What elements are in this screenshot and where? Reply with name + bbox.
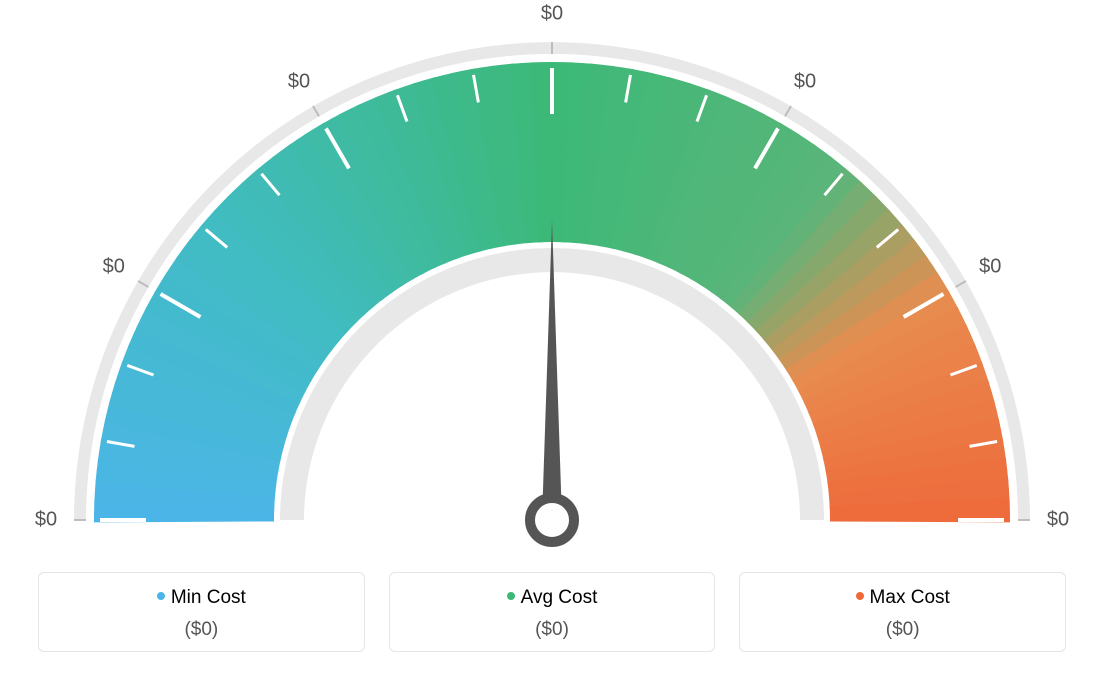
legend-dot-min: [157, 592, 165, 600]
gauge-tick-label: $0: [541, 3, 563, 26]
legend-title-min: Min Cost: [39, 587, 364, 609]
legend-card-avg: Avg Cost ($0): [389, 572, 716, 652]
legend-title-max: Max Cost: [740, 587, 1065, 609]
legend-label-avg: Avg Cost: [521, 587, 598, 608]
gauge-tick-label: $0: [794, 70, 816, 93]
gauge-svg: [0, 0, 1104, 560]
legend-row: Min Cost ($0) Avg Cost ($0) Max Cost ($0…: [38, 572, 1066, 652]
legend-dot-max: [856, 592, 864, 600]
gauge-tick-label: $0: [103, 256, 125, 279]
gauge-tick-label: $0: [288, 70, 310, 93]
legend-label-max: Max Cost: [870, 587, 950, 608]
legend-label-min: Min Cost: [171, 587, 246, 608]
legend-title-avg: Avg Cost: [390, 587, 715, 609]
legend-dot-avg: [507, 592, 515, 600]
legend-card-max: Max Cost ($0): [739, 572, 1066, 652]
gauge-tick-label: $0: [35, 509, 57, 532]
legend-value-max: ($0): [740, 619, 1065, 641]
gauge-tick-label: $0: [1047, 509, 1069, 532]
gauge-tick-label: $0: [979, 256, 1001, 279]
gauge: [0, 0, 1104, 560]
legend-value-avg: ($0): [390, 619, 715, 641]
cost-gauge-chart: $0 $0 $0 $0 $0 $0 $0 Min Cost ($0) Avg Cost ($…: [0, 0, 1104, 690]
legend-card-min: Min Cost ($0): [38, 572, 365, 652]
legend-value-min: ($0): [39, 619, 364, 641]
